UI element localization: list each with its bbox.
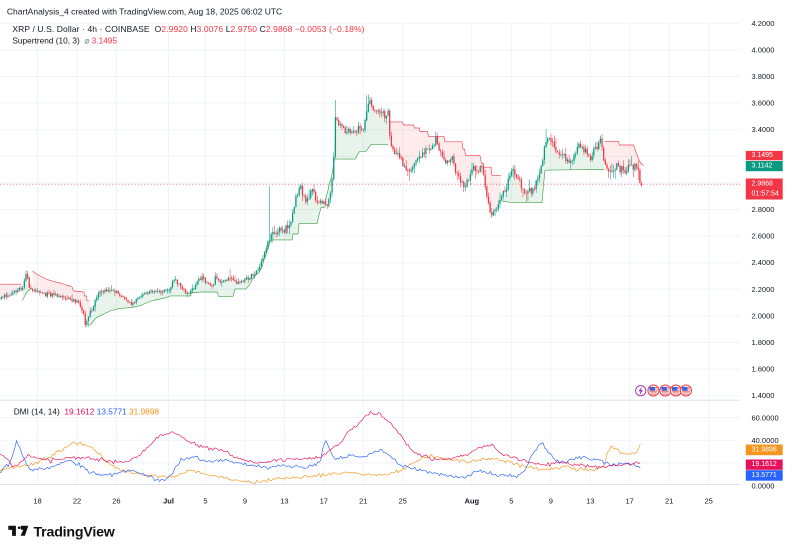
svg-text:25: 25 (399, 497, 407, 506)
svg-text:2.6000: 2.6000 (752, 232, 775, 241)
svg-text:22: 22 (73, 497, 81, 506)
svg-text:2.9868: 2.9868 (752, 180, 774, 187)
svg-text:26: 26 (112, 497, 120, 506)
svg-text:5: 5 (203, 497, 207, 506)
svg-text:TradingView: TradingView (34, 525, 116, 541)
svg-text:2.8000: 2.8000 (752, 205, 775, 214)
svg-text:17: 17 (320, 497, 328, 506)
svg-text:13: 13 (280, 497, 288, 506)
svg-text:60.0000: 60.0000 (752, 414, 779, 423)
svg-text:0.0000: 0.0000 (752, 482, 775, 491)
svg-text:21: 21 (359, 497, 367, 506)
svg-text:2.0000: 2.0000 (752, 311, 775, 320)
svg-text:1.4000: 1.4000 (752, 391, 775, 400)
svg-text:31.9898: 31.9898 (752, 446, 777, 453)
svg-text:21: 21 (665, 497, 673, 506)
svg-text:9: 9 (243, 497, 247, 506)
svg-text:40.0000: 40.0000 (752, 436, 779, 445)
svg-text:3.1495: 3.1495 (752, 152, 774, 159)
svg-text:Aug: Aug (465, 497, 480, 506)
svg-text:19.1612: 19.1612 (752, 461, 777, 468)
svg-text:1.6000: 1.6000 (752, 365, 775, 374)
svg-text:3.1142: 3.1142 (752, 163, 773, 170)
svg-text:1.8000: 1.8000 (752, 338, 775, 347)
svg-text:13: 13 (586, 497, 594, 506)
svg-text:Supertrend (10, 3) ⌀ 3.1495: Supertrend (10, 3) ⌀ 3.1495 (12, 35, 117, 45)
svg-text:Jul: Jul (163, 497, 174, 506)
svg-text:4.0000: 4.0000 (752, 45, 775, 54)
svg-text:01:57:54: 01:57:54 (752, 191, 779, 198)
svg-text:DMI (14, 14) 19.1612 13.5771: DMI (14, 14) 19.1612 13.5771 31.9898 (14, 406, 160, 416)
svg-text:17: 17 (626, 497, 634, 506)
svg-text:2.2000: 2.2000 (752, 285, 775, 294)
svg-text:4.2000: 4.2000 (752, 19, 775, 28)
svg-text:25: 25 (705, 497, 713, 506)
svg-text:3.8000: 3.8000 (752, 72, 775, 81)
svg-text:2.4000: 2.4000 (752, 258, 775, 267)
svg-text:18: 18 (33, 497, 41, 506)
svg-text:5: 5 (509, 497, 513, 506)
svg-text:XRP / U.S. Dollar · 4h · COINB: XRP / U.S. Dollar · 4h · COINBASE O2.992… (12, 24, 364, 34)
svg-text:ChartAnalysis_4 created with T: ChartAnalysis_4 created with TradingView… (7, 7, 282, 17)
svg-text:3.6000: 3.6000 (752, 99, 775, 108)
svg-text:13.5771: 13.5771 (752, 472, 777, 479)
svg-text:3.4000: 3.4000 (752, 125, 775, 134)
svg-text:9: 9 (549, 497, 553, 506)
